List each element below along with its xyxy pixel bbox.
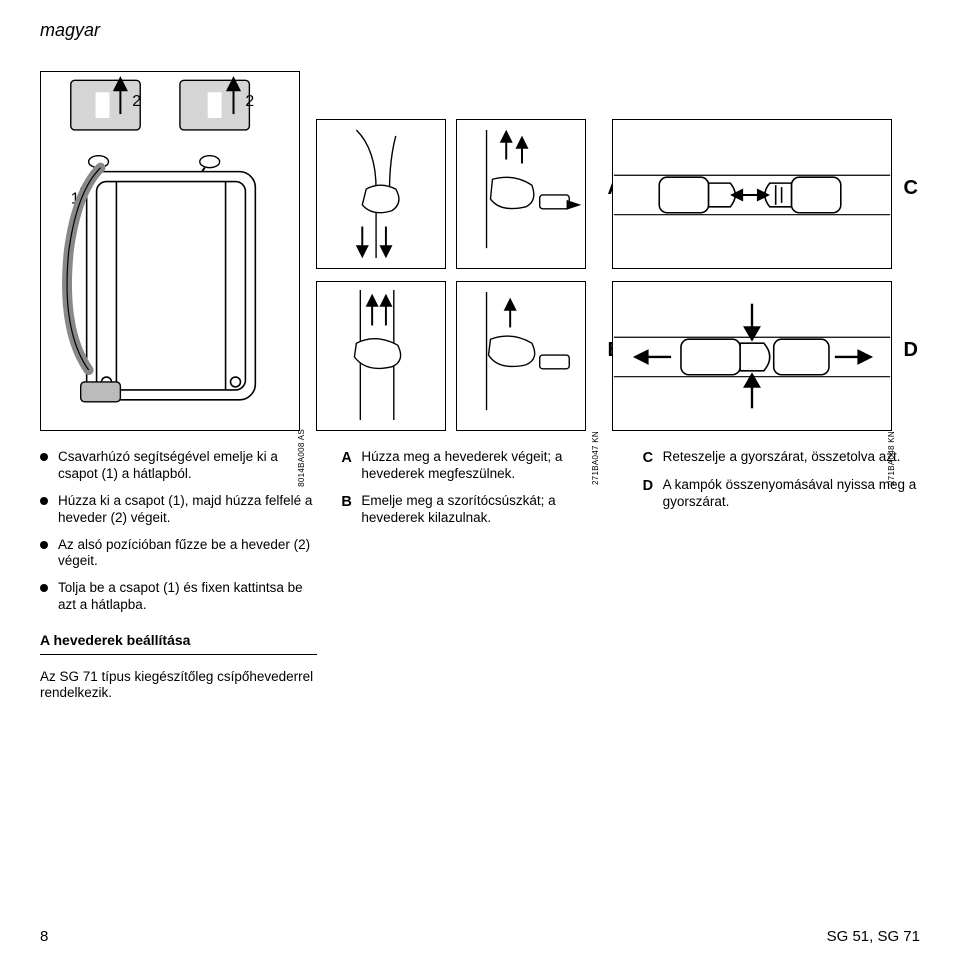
key-d: D (643, 477, 663, 511)
figure-b-right (456, 281, 586, 431)
list-item: Az alsó pozícióban fűzze be a heveder (2… (40, 537, 317, 571)
column-left: Csavarhúzó segítségével emelje ki a csap… (40, 449, 317, 702)
page-footer: 8 SG 51, SG 71 (40, 928, 920, 945)
figure-left-code: 8014BA008 AS (297, 429, 306, 487)
list-text: Húzza ki a csapot (1), majd húzza felfel… (58, 493, 317, 527)
list-item: A Húzza meg a hevederek végeit; a hevede… (341, 449, 618, 483)
list-item: Húzza ki a csapot (1), majd húzza felfel… (40, 493, 317, 527)
bullet-icon (40, 584, 48, 592)
figure-left-column: 2 2 1 1 (40, 71, 300, 431)
mark-2-right: 2 (245, 93, 254, 110)
key-a: A (341, 449, 361, 483)
model-label: SG 51, SG 71 (827, 928, 920, 945)
section-subtext: Az SG 71 típus kiegészítőleg csípőhevede… (40, 669, 317, 703)
figure-row: 2 2 1 1 (40, 71, 920, 431)
figure-a-left (316, 119, 446, 269)
figure-right-code: 271BA048 KN (887, 431, 896, 485)
bullet-icon (40, 541, 48, 549)
section-heading: A hevederek beállítása (40, 632, 317, 655)
figure-mid-column: A (316, 119, 596, 431)
list-text: Csavarhúzó segítségével emelje ki a csap… (58, 449, 317, 483)
figure-sprayer: 2 2 1 1 (40, 71, 300, 431)
figure-d (612, 281, 892, 431)
key-b: B (341, 493, 361, 527)
figure-mid-code: 271BA047 KN (591, 431, 600, 485)
figure-right-column: C (612, 119, 892, 431)
bullet-icon (40, 497, 48, 505)
page-number: 8 (40, 928, 48, 945)
figure-b-left (316, 281, 446, 431)
list-item: B Emelje meg a szorítócsúszkát; a hevede… (341, 493, 618, 527)
figure-a-right (456, 119, 586, 269)
label-c: C (904, 177, 918, 200)
label-d: D (904, 339, 918, 362)
list-text: Az alsó pozícióban fűzze be a heveder (2… (58, 537, 317, 571)
list-item: Tolja be a csapot (1) és fixen kattintsa… (40, 580, 317, 614)
list-text: A kampók összenyomásával nyissa meg a gy… (663, 477, 920, 511)
list-item: Csavarhúzó segítségével emelje ki a csap… (40, 449, 317, 483)
language-header: magyar (40, 20, 920, 41)
text-columns: Csavarhúzó segítségével emelje ki a csap… (40, 449, 920, 702)
list-item: D A kampók összenyomásával nyissa meg a … (643, 477, 920, 511)
list-text: Húzza meg a hevederek végeit; a hevedere… (361, 449, 618, 483)
list-text: Tolja be a csapot (1) és fixen kattintsa… (58, 580, 317, 614)
column-middle: A Húzza meg a hevederek végeit; a hevede… (341, 449, 618, 702)
list-text: Emelje meg a szorítócsúszkát; a hevedere… (361, 493, 618, 527)
column-right: C Reteszelje a gyorszárat, összetolva az… (643, 449, 920, 702)
figure-c (612, 119, 892, 269)
list-item: C Reteszelje a gyorszárat, összetolva az… (643, 449, 920, 467)
bullet-icon (40, 453, 48, 461)
key-c: C (643, 449, 663, 467)
list-text: Reteszelje a gyorszárat, összetolva azt. (663, 449, 901, 467)
mark-2-left: 2 (132, 93, 141, 110)
